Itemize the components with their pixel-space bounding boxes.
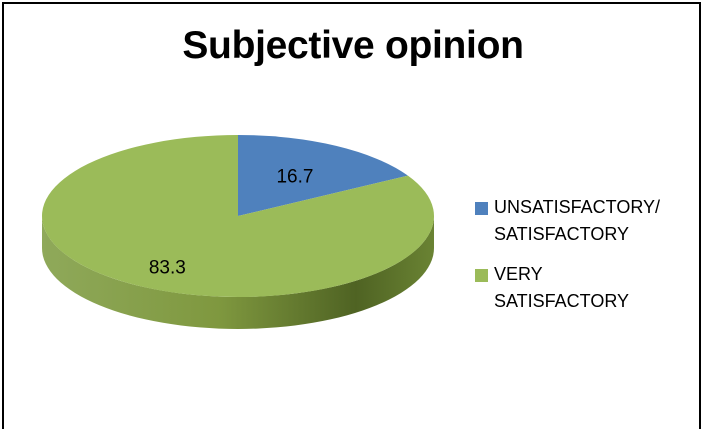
- pie-slice-1: [41, 135, 434, 297]
- legend-swatch-blue: [475, 202, 488, 215]
- legend-swatch-green: [475, 269, 488, 282]
- data-label: 83.3: [149, 257, 186, 278]
- legend: UNSATISFACTORY/ SATISFACTORY VERY SATISF…: [475, 194, 660, 328]
- chart-title: Subjective opinion: [182, 24, 524, 67]
- pie-slice-0: [238, 135, 408, 216]
- data-label: 16.7: [276, 166, 313, 187]
- pie-side-wall: [42, 216, 434, 329]
- legend-item-very-satisfactory: VERY SATISFACTORY: [475, 261, 660, 315]
- legend-label: VERY SATISFACTORY: [494, 264, 630, 311]
- legend-label: UNSATISFACTORY/ SATISFACTORY: [494, 197, 661, 244]
- legend-item-unsatisfactory-satisfactory: UNSATISFACTORY/ SATISFACTORY: [475, 194, 660, 248]
